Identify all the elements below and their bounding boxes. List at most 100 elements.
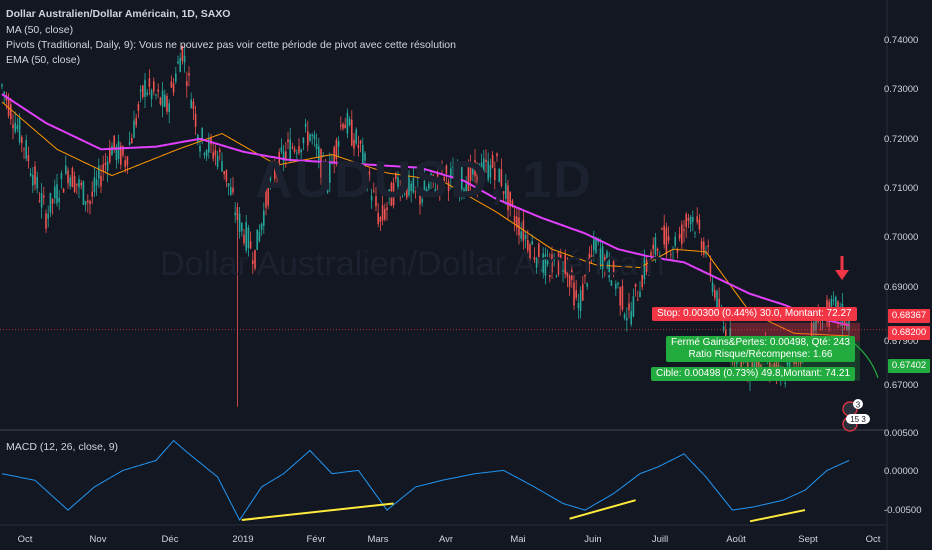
candle-body bbox=[463, 188, 465, 194]
candle-body bbox=[500, 169, 503, 186]
candle-body bbox=[320, 149, 322, 178]
candle-body bbox=[223, 171, 225, 175]
candle-body bbox=[139, 89, 142, 92]
candle-body bbox=[381, 205, 384, 221]
candle-body bbox=[168, 103, 170, 112]
candle-body bbox=[84, 201, 87, 205]
candle-body bbox=[406, 183, 408, 198]
current-price-tag: 0.68367 bbox=[888, 309, 930, 323]
candle-body bbox=[399, 188, 401, 196]
indicator-ma-label[interactable]: MA (50, close) bbox=[6, 24, 74, 36]
candle-body bbox=[494, 168, 496, 180]
candle-body bbox=[106, 161, 109, 171]
candle-body bbox=[667, 236, 670, 241]
candle-body bbox=[606, 251, 608, 269]
candle-body bbox=[359, 140, 362, 144]
candle-body bbox=[34, 166, 36, 185]
candle-body bbox=[351, 119, 353, 146]
candle-body bbox=[205, 150, 208, 157]
candle-body bbox=[322, 155, 324, 157]
risk-reward-text: Ratio Risque/Récompense: 1.66 bbox=[688, 349, 833, 360]
candle-body bbox=[232, 187, 234, 193]
candle-body bbox=[604, 256, 606, 271]
candle-body bbox=[848, 318, 850, 331]
candle-body bbox=[287, 139, 289, 143]
candle-body bbox=[337, 141, 340, 147]
candle-body bbox=[562, 270, 564, 272]
candle-body bbox=[445, 165, 448, 174]
candle-body bbox=[425, 189, 428, 193]
time-axis-label: Avr bbox=[438, 534, 454, 545]
time-axis-label: Juill bbox=[651, 534, 669, 545]
candle-body bbox=[753, 362, 756, 368]
candle-body bbox=[12, 124, 14, 129]
candle-body bbox=[120, 145, 122, 165]
price-axis-label: 0.69000 bbox=[884, 282, 919, 293]
candle-body bbox=[366, 178, 368, 188]
candle-body bbox=[474, 160, 476, 177]
candle-body bbox=[751, 359, 753, 370]
candle-body bbox=[38, 200, 41, 202]
candle-body bbox=[122, 146, 124, 156]
candle-body bbox=[395, 173, 397, 179]
candle-body bbox=[98, 165, 100, 179]
candle-body bbox=[3, 91, 5, 94]
candle-body bbox=[683, 229, 685, 232]
candle-body bbox=[276, 172, 278, 177]
candle-body bbox=[54, 186, 56, 199]
time-axis-label: Déc bbox=[161, 534, 179, 545]
candle-body bbox=[227, 183, 230, 187]
candle-body bbox=[599, 248, 602, 265]
stop-loss-label[interactable]: Stop: 0.00300 (0.44%) 30.0, Montant: 72.… bbox=[652, 307, 857, 321]
candle-body bbox=[507, 185, 509, 211]
candle-body bbox=[830, 298, 833, 307]
candle-body bbox=[414, 187, 417, 189]
candle-body bbox=[65, 165, 67, 174]
macd-divergence-trendline bbox=[569, 499, 636, 520]
candle-body bbox=[428, 183, 430, 189]
symbol-title[interactable]: Dollar Australien/Dollar Américain, 1D, … bbox=[6, 8, 231, 20]
trade-result-box[interactable]: Fermé Gains&Pertes: 0.00498, Qté: 243 Ra… bbox=[666, 336, 855, 362]
candle-body bbox=[505, 183, 507, 199]
candle-body bbox=[626, 317, 628, 321]
candle-body bbox=[329, 161, 331, 183]
candle-body bbox=[610, 280, 613, 286]
candle-body bbox=[472, 165, 474, 175]
candle-body bbox=[784, 382, 786, 384]
candle-body bbox=[714, 290, 716, 298]
candle-body bbox=[326, 189, 329, 193]
candle-body bbox=[45, 213, 47, 229]
candle-body bbox=[408, 175, 410, 196]
stop-price-tag: 0.68200 bbox=[888, 326, 930, 340]
candle-body bbox=[357, 145, 360, 148]
indicator-pivots-label[interactable]: Pivots (Traditional, Daily, 9): Vous ne … bbox=[6, 39, 456, 51]
candle-body bbox=[685, 214, 687, 227]
indicator-ema-label[interactable]: EMA (50, close) bbox=[6, 54, 81, 66]
candle-body bbox=[230, 187, 232, 195]
candle-body bbox=[443, 177, 445, 184]
candle-body bbox=[364, 153, 366, 161]
candle-body bbox=[430, 173, 432, 182]
candle-body bbox=[186, 81, 188, 87]
candle-body bbox=[489, 164, 492, 178]
candle-body bbox=[254, 249, 256, 269]
candle-body bbox=[304, 123, 307, 127]
candle-body bbox=[353, 139, 355, 149]
candle-body bbox=[786, 361, 789, 366]
candle-body bbox=[302, 137, 305, 144]
ema-line bbox=[1, 93, 850, 327]
candle-body bbox=[340, 125, 342, 127]
candle-body bbox=[102, 164, 104, 172]
macd-label[interactable]: MACD (12, 26, close, 9) bbox=[6, 441, 119, 453]
candle-body bbox=[368, 171, 371, 180]
target-label[interactable]: Cible: 0.00498 (0.73%) 49.8,Montant: 74.… bbox=[651, 367, 856, 381]
candle-body bbox=[93, 177, 96, 193]
candle-body bbox=[689, 216, 692, 225]
candle-body bbox=[643, 257, 646, 280]
candle-body bbox=[164, 94, 166, 107]
candle-body bbox=[225, 169, 228, 182]
candle-body bbox=[362, 145, 364, 164]
candle-body bbox=[412, 178, 415, 193]
candle-body bbox=[615, 283, 617, 289]
